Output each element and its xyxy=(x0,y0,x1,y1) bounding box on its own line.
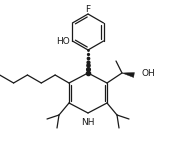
Text: NH: NH xyxy=(81,118,95,127)
Text: F: F xyxy=(86,4,91,13)
Text: HO: HO xyxy=(56,38,69,47)
Polygon shape xyxy=(122,72,134,77)
Text: OH: OH xyxy=(142,69,156,78)
